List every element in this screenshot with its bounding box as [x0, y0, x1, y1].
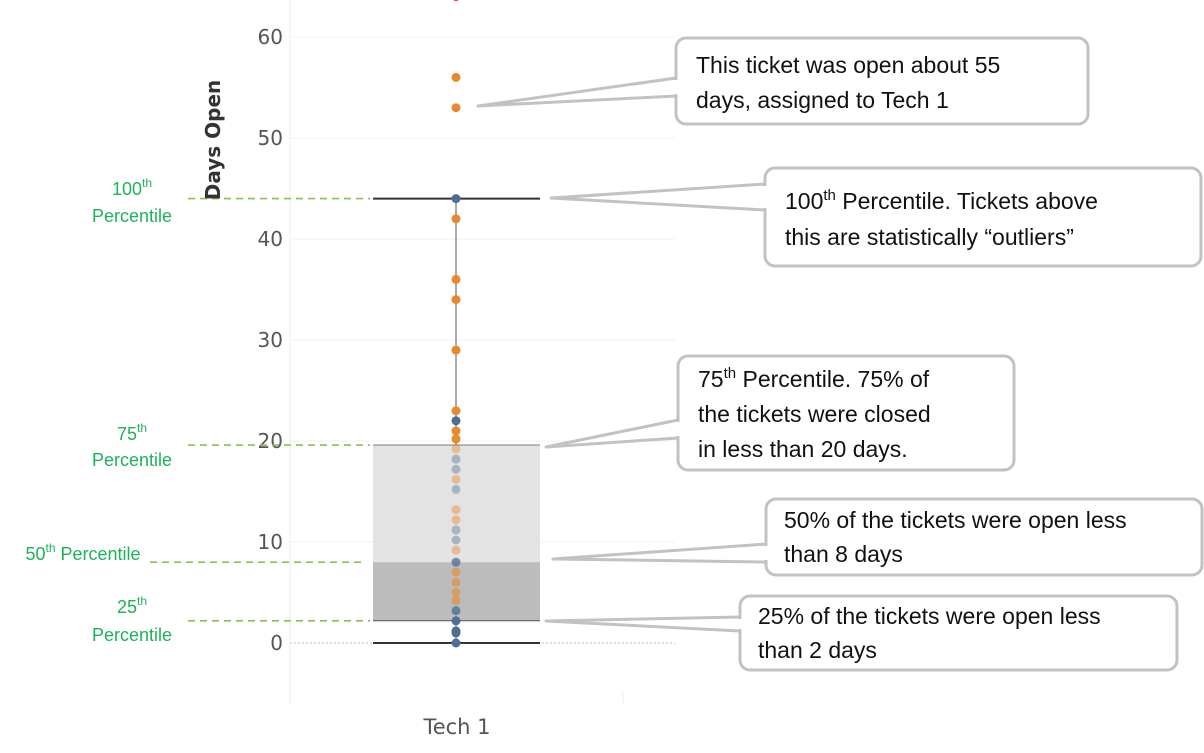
percentile-label-line2: Percentile: [92, 450, 172, 470]
percentile-label-p25: 25th: [117, 594, 147, 617]
percentile-label-line2: Percentile: [92, 625, 172, 645]
y-tick-label: 30: [258, 328, 283, 352]
percentile-label-number: 75: [117, 424, 137, 444]
callout-pointer: [549, 182, 767, 212]
x-category-label: Tech 1: [422, 715, 490, 739]
data-point: [451, 628, 461, 638]
data-point: [451, 484, 461, 494]
callout-text-rest: Percentile. 75% of: [736, 366, 930, 392]
callout-p100: 100th Percentile. Tickets above this are …: [549, 166, 1203, 268]
callout-text-line: the tickets were closed: [698, 401, 931, 427]
data-point: [451, 588, 461, 597]
y-tick-label: 0: [270, 631, 283, 655]
box-upper: [373, 445, 540, 563]
data-point: [451, 345, 461, 355]
outlier-point: [451, 72, 461, 82]
data-point: [451, 535, 461, 545]
data-point: [451, 406, 461, 416]
points-group: [451, 0, 461, 648]
y-tick-label: 20: [258, 429, 283, 453]
callout-pointer: [476, 76, 678, 108]
percentile-label-sup: th: [137, 421, 147, 435]
callout-text-line: 25% of the tickets were open less: [758, 603, 1101, 629]
data-point: [451, 295, 461, 305]
callout-outlier: This ticket was open about 55 days, assig…: [476, 36, 1090, 126]
callout-text-line: 75th Percentile. 75% of: [698, 365, 930, 392]
callout-box: [764, 497, 1204, 577]
callout-pointer: [551, 542, 768, 564]
callout-number: 75: [698, 366, 724, 392]
callout-text-line: 50% of the tickets were open less: [784, 507, 1127, 533]
outlier-point: [451, 103, 461, 113]
callout-text-line: days, assigned to Tech 1: [696, 87, 949, 113]
percentile-label-sup: th: [142, 176, 152, 190]
y-tick-label: 10: [258, 530, 283, 554]
callout-number: 100: [785, 188, 823, 214]
percentile-label-number: 100: [112, 179, 142, 199]
data-point: [451, 577, 461, 587]
box-group: [373, 197, 540, 644]
percentile-label-number: 50: [25, 544, 45, 564]
data-point: [451, 515, 461, 525]
data-point: [451, 444, 461, 454]
callout-text-line: this are statistically “outliers”: [785, 224, 1074, 250]
data-point: [451, 214, 461, 224]
data-point: [451, 434, 461, 444]
callout-text-line: in less than 20 days.: [698, 436, 908, 462]
outlier-point: [453, 0, 459, 2]
callout-p25: 25% of the tickets were open less than 2 …: [544, 594, 1179, 672]
percentile-label-line2: Percentile: [92, 206, 172, 226]
callout-box: [763, 166, 1203, 268]
data-point: [451, 525, 461, 535]
percentile-label-rest: Percentile: [56, 544, 141, 564]
callout-text-line: than 2 days: [758, 637, 877, 663]
data-point: [451, 545, 461, 555]
callout-text-line: 100th Percentile. Tickets above: [785, 187, 1098, 214]
percentile-label-sup: th: [137, 594, 147, 608]
y-tick-label: 50: [258, 126, 283, 150]
data-point: [451, 638, 461, 648]
y-tick-label: 60: [258, 25, 283, 49]
data-point: [451, 505, 461, 515]
data-point: [451, 274, 461, 284]
callout-box: [738, 594, 1179, 672]
percentile-label-p50: 50th Percentile: [25, 541, 140, 564]
data-point: [451, 416, 461, 426]
data-point: [451, 616, 461, 626]
callout-pointer: [544, 418, 680, 449]
data-point: [451, 567, 461, 577]
callout-sup: th: [823, 187, 836, 204]
data-point: [451, 596, 461, 606]
percentile-label-p75: 75th: [117, 421, 147, 444]
data-point: [451, 606, 461, 616]
data-point: [451, 194, 461, 204]
callout-pointer: [544, 615, 742, 633]
data-point: [451, 464, 461, 474]
callouts-group: This ticket was open about 55 days, assig…: [476, 36, 1204, 672]
callout-text-line: than 8 days: [784, 541, 903, 567]
callout-p50: 50% of the tickets were open less than 8 …: [551, 497, 1204, 577]
percentile-label-p100: 100th: [112, 176, 152, 199]
data-point: [451, 426, 461, 436]
data-point: [451, 557, 461, 567]
gridlines: [290, 36, 675, 644]
callout-text-line: This ticket was open about 55: [696, 52, 1000, 78]
callout-text-rest: Percentile. Tickets above: [836, 188, 1098, 214]
data-point: [451, 474, 461, 484]
percentile-label-number: 25: [117, 597, 137, 617]
data-point: [451, 454, 461, 464]
axes: 0 10 20 30 40 50 60: [258, 0, 624, 705]
callout-p75: 75th Percentile. 75% of the tickets were …: [544, 354, 1016, 472]
percentile-label-sup: th: [45, 541, 55, 555]
y-axis-title: Days Open: [201, 80, 225, 201]
callout-sup: th: [724, 365, 737, 382]
y-tick-label: 40: [258, 227, 283, 251]
callout-box: [676, 354, 1016, 472]
